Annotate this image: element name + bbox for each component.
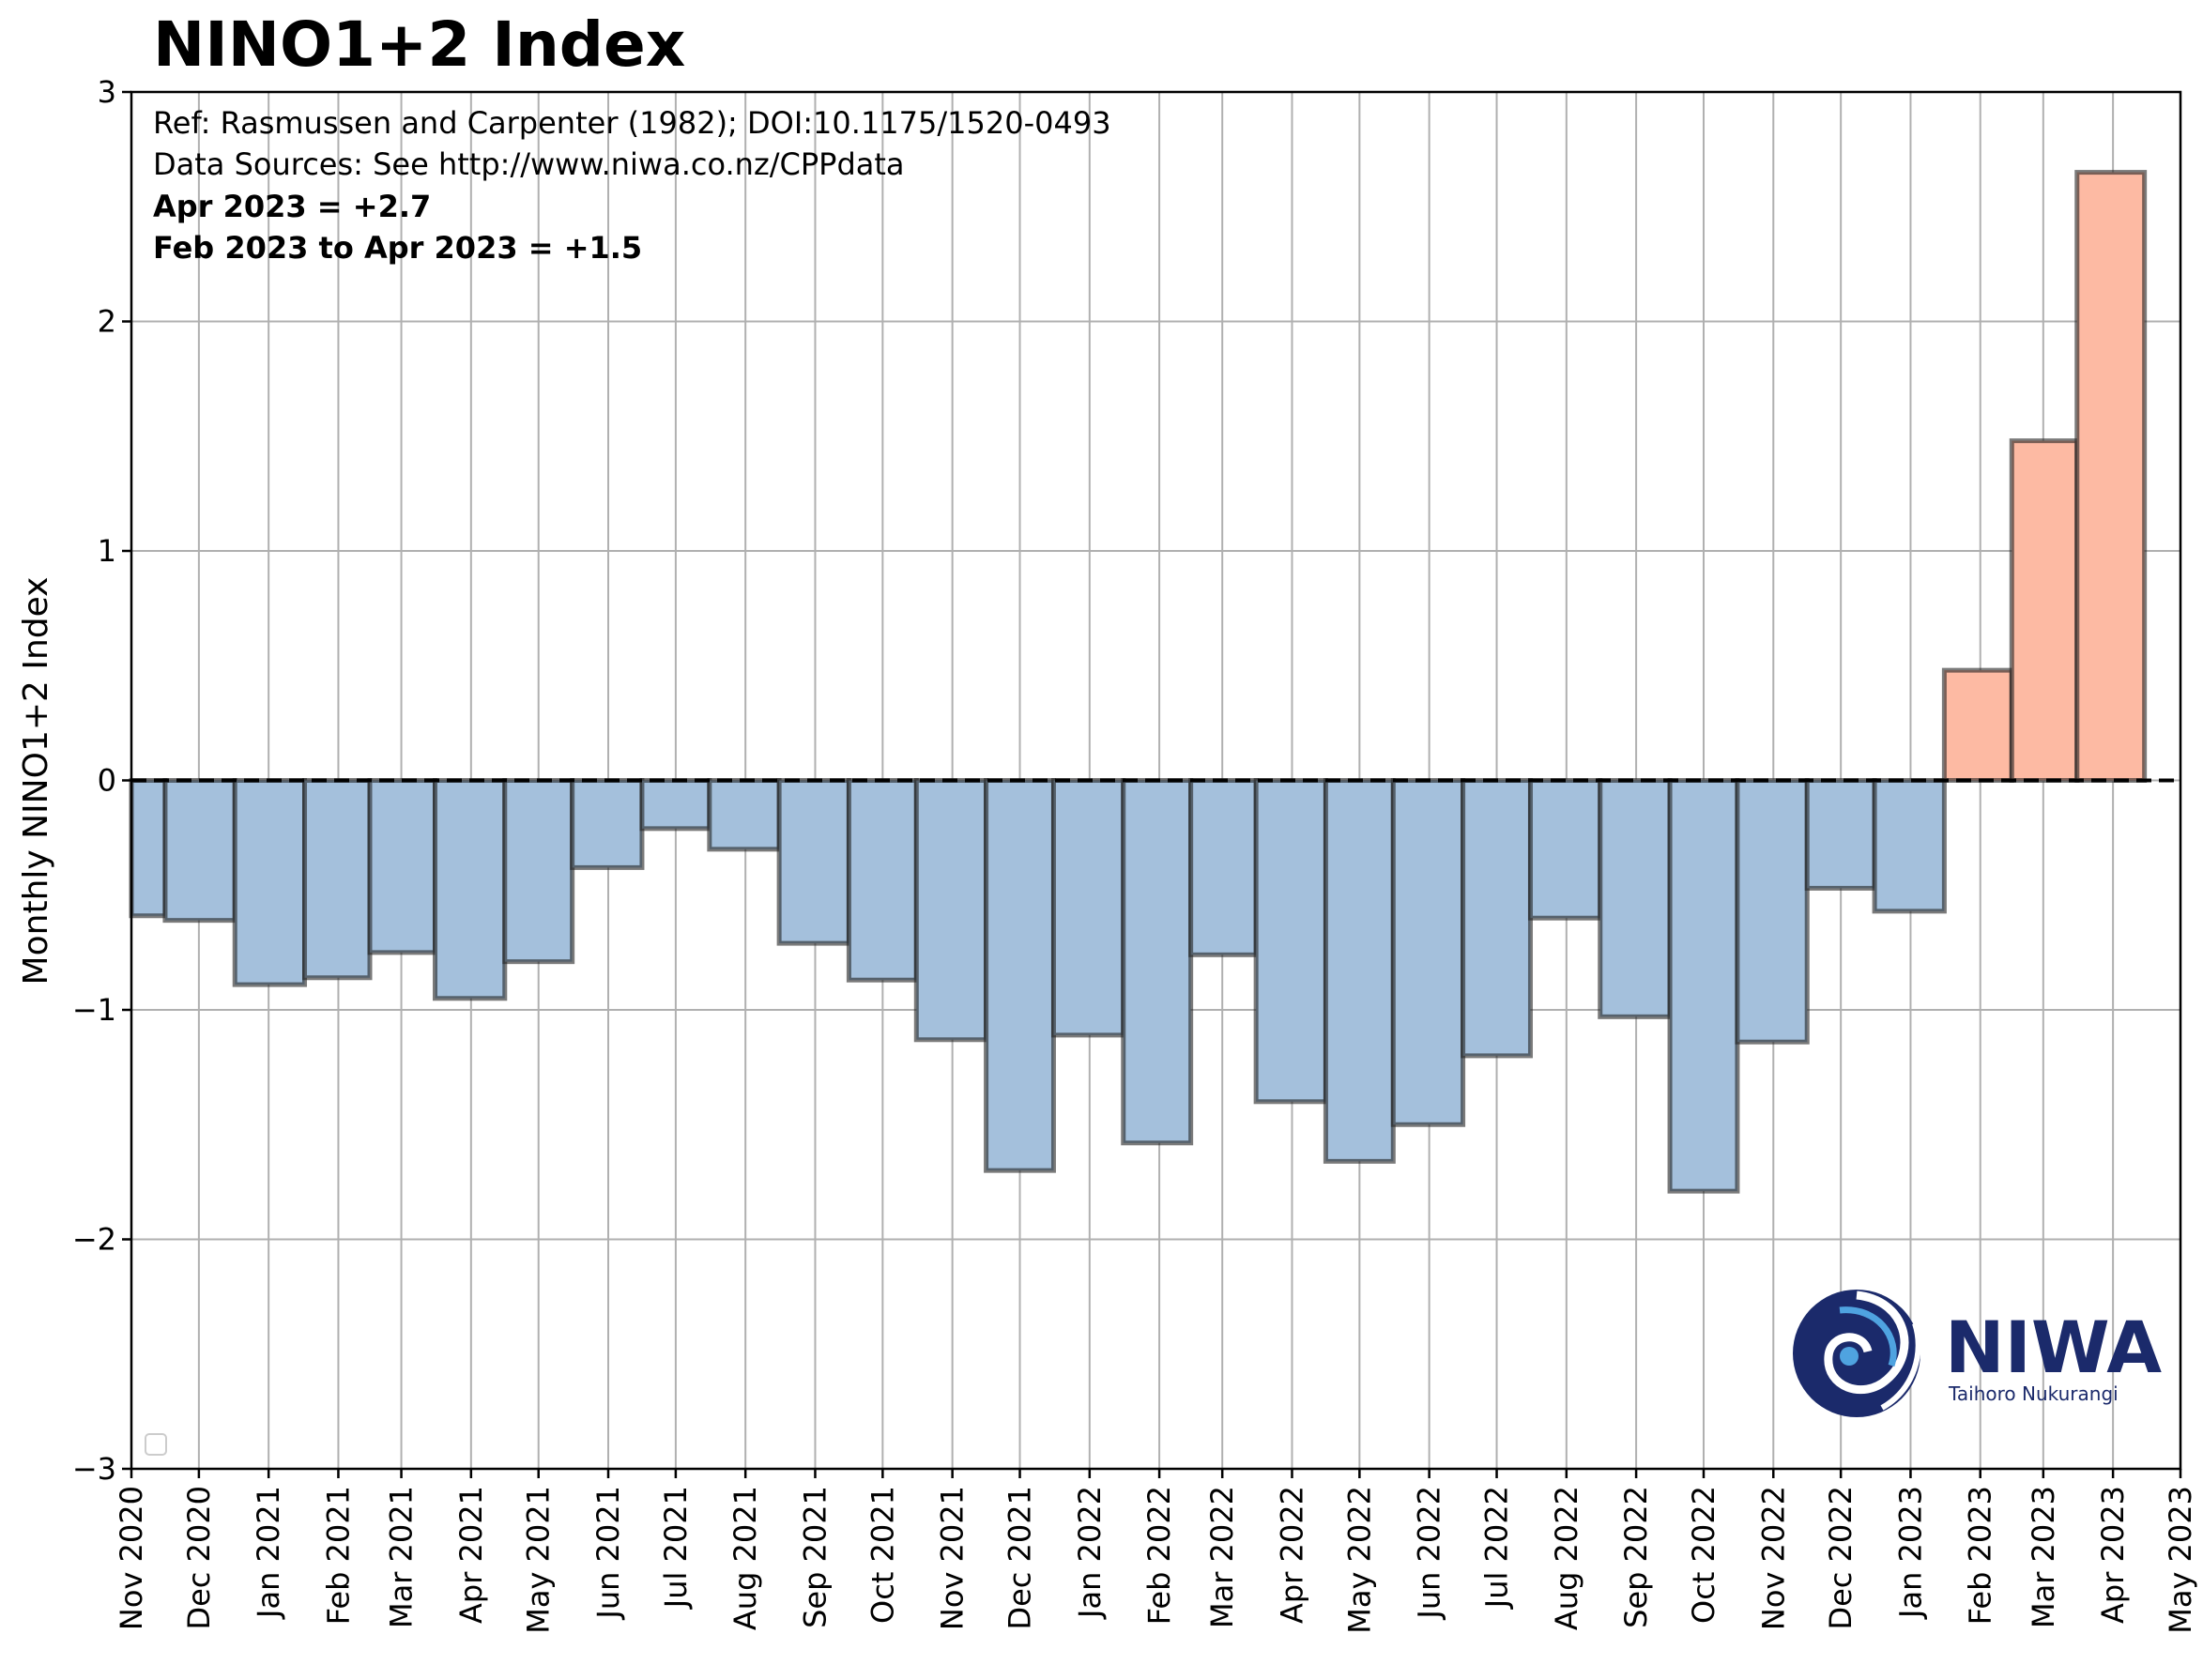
x-tick-label: May 2021: [521, 1486, 557, 1634]
average-annotation: Feb 2023 to Apr 2023 = +1.5: [153, 230, 642, 266]
latest-value-annotation: Apr 2023 = +2.7: [153, 189, 431, 224]
x-tick-label: Dec 2022: [1823, 1486, 1859, 1630]
bar: [570, 778, 645, 870]
bar: [639, 778, 712, 832]
x-tick-label: Jan 2023: [1892, 1486, 1928, 1620]
bar: [2009, 438, 2080, 783]
bar: [776, 778, 851, 946]
niwa-logo: NIWA Taihoro Nukurangi: [1793, 1290, 2162, 1417]
bar: [129, 778, 168, 919]
x-tick-label: Jun 2022: [1412, 1486, 1447, 1621]
bar: [432, 778, 508, 1001]
bar: [302, 778, 373, 981]
x-tick-label: Nov 2022: [1755, 1486, 1791, 1630]
bar: [1804, 778, 1877, 891]
y-tick-label: −3: [72, 1451, 116, 1487]
y-tick-label: 1: [98, 533, 116, 569]
x-tick-label: Oct 2022: [1686, 1486, 1721, 1624]
y-tick-label: −1: [72, 992, 116, 1028]
niwa-swirl-icon: [1793, 1290, 1921, 1417]
x-tick-label: Jan 2022: [1072, 1486, 1108, 1620]
x-tick-label: Jul 2021: [658, 1486, 694, 1610]
x-tick-label: Apr 2021: [453, 1486, 489, 1624]
bar: [1667, 778, 1740, 1194]
x-tick-label: May 2022: [1341, 1486, 1377, 1634]
bar: [1598, 778, 1673, 1019]
bar: [1323, 778, 1396, 1164]
bar: [162, 778, 237, 924]
x-tick-label: Mar 2021: [384, 1486, 420, 1628]
y-axis-label: Monthly NINO1+2 Index: [17, 577, 55, 985]
x-tick-label: Jul 2022: [1479, 1486, 1515, 1610]
x-tick-label: Apr 2022: [1274, 1486, 1309, 1624]
niwa-tagline: Taihoro Nukurangi: [1948, 1382, 2119, 1405]
x-ticks: Nov 2020 Dec 2020 Jan 2021 Feb 2021 Mar 2021…: [114, 1469, 2198, 1634]
x-tick-label: Nov 2021: [935, 1486, 971, 1630]
bar: [502, 778, 575, 965]
bar: [1121, 778, 1194, 1146]
bar: [913, 778, 989, 1043]
niwa-logo-text: NIWA: [1945, 1306, 2162, 1389]
bar: [1188, 778, 1259, 957]
y-ticks: −3 −2 −1 0 1 2 3: [72, 74, 131, 1487]
bar: [1872, 778, 1947, 914]
bars: [129, 170, 2148, 1194]
chart-title: NINO1+2 Index: [153, 8, 685, 81]
bar: [984, 778, 1056, 1173]
x-tick-label: Jan 2021: [251, 1486, 286, 1620]
x-tick-label: Sep 2022: [1618, 1486, 1654, 1628]
bar: [367, 778, 437, 955]
x-tick-label: Aug 2021: [727, 1486, 763, 1630]
bar: [1941, 667, 2014, 784]
x-tick-label: Sep 2021: [797, 1486, 833, 1628]
x-tick-label: Mar 2023: [2026, 1486, 2061, 1628]
bar: [232, 778, 308, 987]
x-tick-label: Feb 2022: [1141, 1486, 1177, 1625]
bar: [1527, 778, 1603, 921]
bar: [707, 778, 782, 852]
empty-legend-box: [145, 1433, 167, 1456]
x-tick-label: May 2023: [2163, 1486, 2198, 1634]
y-tick-label: −2: [72, 1222, 116, 1258]
y-tick-label: 0: [98, 763, 116, 799]
x-tick-label: Mar 2022: [1204, 1486, 1240, 1628]
bar: [1390, 778, 1466, 1127]
bar: [846, 778, 919, 983]
x-tick-label: Nov 2020: [114, 1486, 149, 1630]
y-tick-label: 2: [98, 304, 116, 340]
x-tick-label: Jun 2021: [590, 1486, 626, 1621]
ref-annotation: Ref: Rasmussen and Carpenter (1982); DOI…: [153, 105, 1111, 141]
x-tick-label: Feb 2023: [1963, 1486, 1998, 1625]
x-tick-label: Dec 2021: [1002, 1486, 1038, 1630]
x-tick-label: Feb 2021: [320, 1486, 356, 1625]
x-tick-label: Apr 2023: [2095, 1486, 2131, 1624]
bar: [1735, 778, 1810, 1045]
bar: [2074, 170, 2148, 783]
x-tick-label: Dec 2020: [181, 1486, 217, 1630]
sources-annotation: Data Sources: See http://www.niwa.co.nz/…: [153, 146, 905, 182]
x-tick-label: Aug 2022: [1549, 1486, 1584, 1630]
bar: [1461, 778, 1533, 1059]
x-tick-label: Oct 2021: [864, 1486, 900, 1624]
bar: [1050, 778, 1126, 1038]
bar: [1253, 778, 1328, 1105]
y-tick-label: 3: [98, 74, 116, 110]
